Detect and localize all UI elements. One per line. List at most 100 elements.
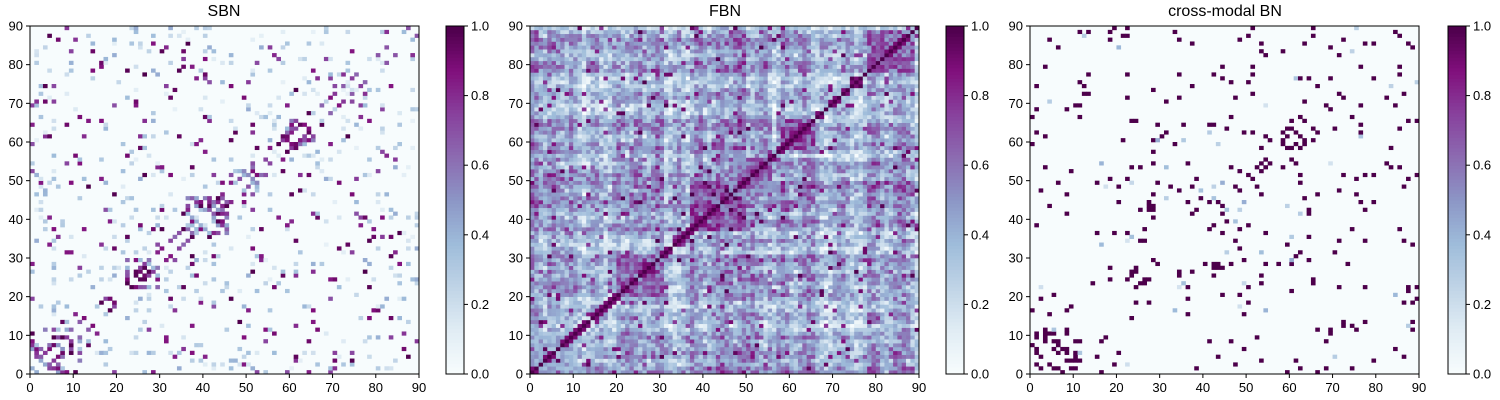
heatmap-cell — [590, 350, 596, 355]
heatmap-cell — [332, 358, 338, 363]
heatmap-cell — [547, 230, 552, 236]
heatmap-cell — [815, 312, 820, 317]
colorbar-swatch — [446, 133, 464, 138]
heatmap-cell — [655, 370, 660, 375]
heatmap-cell — [698, 238, 704, 243]
heatmap-cell — [720, 215, 725, 220]
heatmap-cell — [551, 312, 557, 317]
heatmap-cell — [534, 331, 539, 336]
heatmap-cell — [763, 312, 769, 317]
heatmap-cell — [858, 312, 864, 317]
heatmap-cell — [655, 323, 660, 328]
heatmap-cell — [815, 350, 820, 355]
heatmap-cell — [367, 172, 372, 178]
heatmap-cell — [194, 288, 199, 294]
heatmap-cell — [560, 234, 565, 239]
heatmap-cell — [819, 370, 825, 375]
heatmap-cell — [741, 316, 747, 321]
heatmap-cell — [862, 308, 868, 313]
heatmap-cell — [707, 312, 712, 317]
heatmap-cell — [181, 56, 186, 62]
heatmap-cell — [893, 312, 898, 317]
heatmap-cell — [315, 165, 320, 170]
heatmap-cell — [551, 296, 557, 301]
heatmap-cell — [828, 358, 833, 363]
heatmap-cell — [772, 261, 777, 267]
heatmap-cell — [806, 350, 812, 355]
heatmap-cell — [633, 273, 639, 278]
heatmap-cell — [763, 300, 769, 305]
heatmap-cell — [858, 358, 864, 363]
heatmap-cell — [42, 227, 48, 232]
heatmap-cell — [603, 304, 609, 309]
heatmap-cell — [858, 281, 864, 286]
heatmap-cell — [759, 354, 764, 359]
heatmap-cell — [620, 269, 626, 274]
heatmap-cell — [672, 319, 678, 325]
heatmap-cell — [797, 366, 803, 371]
heatmap-cell — [159, 49, 165, 54]
heatmap-cell — [388, 215, 394, 220]
heatmap-cell — [858, 288, 864, 294]
heatmap-cell — [375, 308, 381, 313]
heatmap-cell — [560, 258, 565, 263]
heatmap-cell — [871, 323, 877, 328]
heatmap-cell — [867, 273, 872, 278]
heatmap-cell — [551, 288, 557, 294]
heatmap-cell — [901, 242, 907, 247]
heatmap-cell — [884, 238, 890, 243]
heatmap-cell — [901, 273, 907, 278]
heatmap-cell — [862, 223, 868, 228]
heatmap-cell — [854, 288, 859, 294]
heatmap-cell — [655, 234, 660, 239]
heatmap-cell — [42, 362, 48, 367]
heatmap-cell — [815, 207, 820, 212]
heatmap-cell — [728, 234, 734, 239]
heatmap-cell — [306, 138, 312, 143]
heatmap-cell — [871, 277, 877, 282]
heatmap-cell — [207, 203, 212, 209]
heatmap-cell — [694, 281, 699, 286]
heatmap-cell — [586, 238, 591, 243]
heatmap-cell — [754, 269, 760, 274]
heatmap-cell — [841, 234, 846, 239]
heatmap-cell — [668, 223, 673, 228]
heatmap-cell — [681, 296, 686, 301]
colorbar-tick-label: 1.0 — [471, 19, 489, 34]
heatmap-cell — [612, 316, 617, 321]
heatmap-cell — [293, 358, 299, 363]
heatmap-cell — [806, 207, 812, 212]
heatmap-cell — [875, 273, 881, 278]
heatmap-cell — [594, 242, 600, 247]
heatmap-cell — [707, 238, 712, 243]
heatmap-cell — [767, 288, 773, 294]
heatmap-cell — [560, 242, 565, 247]
heatmap-cell — [793, 366, 799, 371]
heatmap-cell — [259, 33, 264, 38]
heatmap-cell — [797, 331, 803, 336]
heatmap-cell — [568, 304, 574, 309]
heatmap-cell — [828, 258, 833, 263]
heatmap-cell — [720, 242, 725, 247]
heatmap-cell — [689, 304, 695, 309]
heatmap-cell — [845, 327, 851, 332]
heatmap-cell — [772, 331, 777, 336]
heatmap-cell — [659, 316, 665, 321]
heatmap-cell — [780, 316, 786, 321]
heatmap-cell — [746, 223, 751, 228]
heatmap-cell — [241, 200, 247, 205]
heatmap-cell — [724, 292, 730, 297]
heatmap-cell — [599, 215, 604, 220]
heatmap-cell — [836, 242, 842, 247]
heatmap-cell — [315, 362, 320, 367]
heatmap-cell — [651, 281, 656, 286]
heatmap-cell — [832, 339, 838, 344]
heatmap-cell — [806, 269, 812, 274]
heatmap-cell — [772, 319, 777, 325]
heatmap-cell — [659, 238, 665, 243]
heatmap-cell — [663, 358, 669, 363]
heatmap-cell — [815, 215, 820, 220]
heatmap-cell — [789, 296, 794, 301]
heatmap-cell — [737, 296, 743, 301]
heatmap-cell — [646, 316, 652, 321]
